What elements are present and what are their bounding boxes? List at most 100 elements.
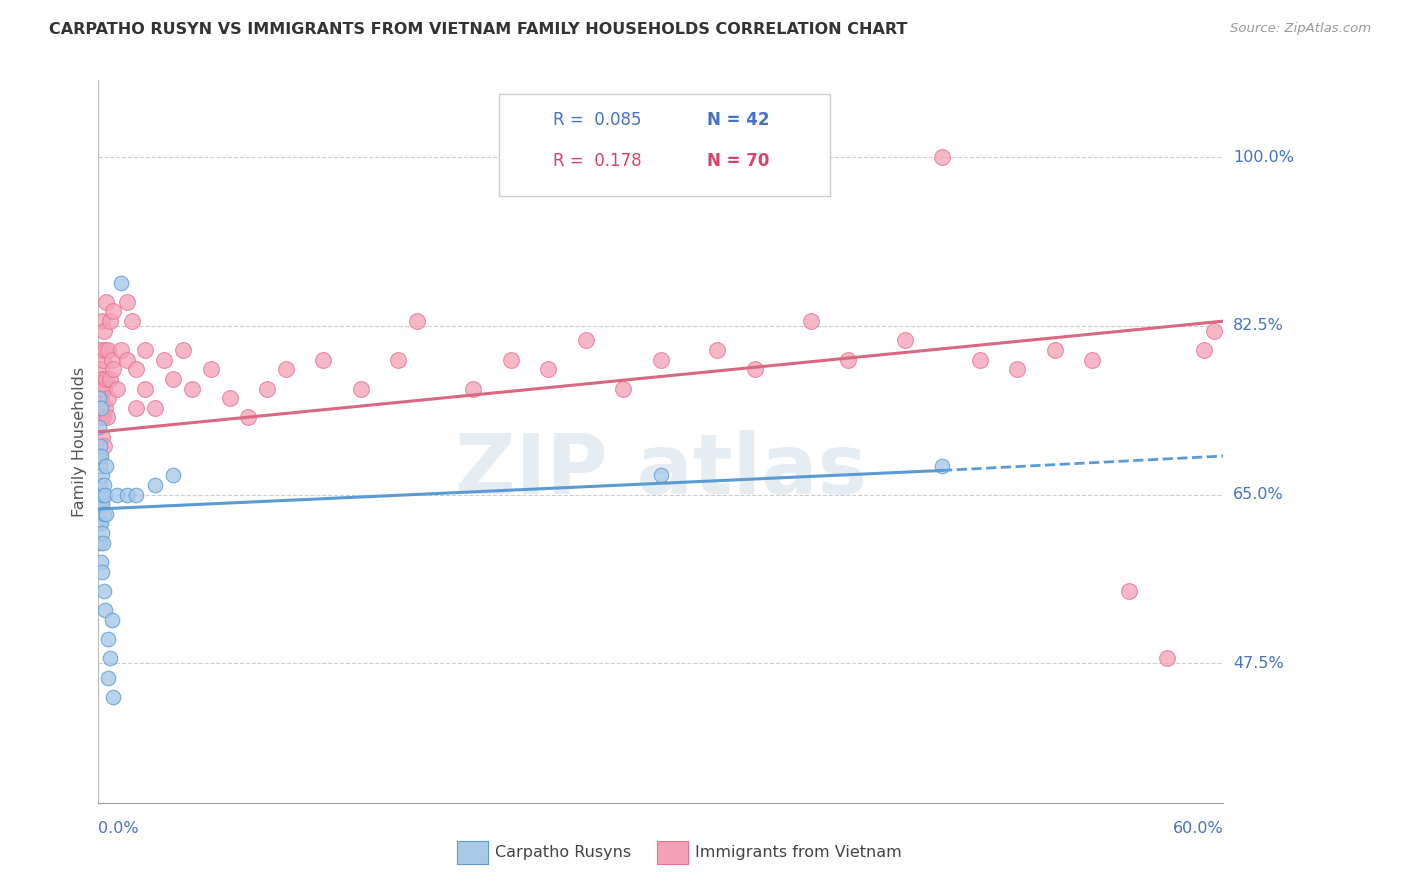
Point xyxy=(90,449,112,463)
Point xyxy=(499,352,522,367)
Point xyxy=(89,497,111,511)
Point xyxy=(90,516,112,531)
Point xyxy=(97,671,120,685)
Point xyxy=(1043,343,1066,357)
Point xyxy=(575,334,598,348)
Text: R =  0.085: R = 0.085 xyxy=(553,112,641,129)
Point xyxy=(969,352,991,367)
Text: Carpatho Rusyns: Carpatho Rusyns xyxy=(495,846,631,860)
Point xyxy=(650,352,672,367)
Point xyxy=(134,382,156,396)
Text: 65.0%: 65.0% xyxy=(1233,487,1284,502)
Point xyxy=(200,362,222,376)
Point xyxy=(143,478,166,492)
Point xyxy=(162,372,184,386)
Point xyxy=(93,382,115,396)
Point xyxy=(1118,583,1140,598)
Point xyxy=(181,382,204,396)
Point xyxy=(89,535,111,549)
Point xyxy=(121,314,143,328)
Point xyxy=(89,487,111,501)
Point xyxy=(89,391,111,405)
Point xyxy=(350,382,373,396)
Point xyxy=(463,382,485,396)
Point xyxy=(125,362,148,376)
Point xyxy=(612,382,634,396)
Point xyxy=(97,632,120,646)
Point xyxy=(91,526,114,541)
Point xyxy=(110,276,132,290)
Point xyxy=(115,487,138,501)
Point xyxy=(115,352,138,367)
Point xyxy=(91,410,114,425)
Point xyxy=(91,497,114,511)
Point xyxy=(90,555,112,569)
Point xyxy=(706,343,728,357)
Point xyxy=(94,401,117,415)
Point xyxy=(115,294,138,309)
Point xyxy=(105,487,128,501)
Text: 0.0%: 0.0% xyxy=(98,822,139,837)
Point xyxy=(103,362,125,376)
Point xyxy=(387,352,409,367)
Point xyxy=(134,343,156,357)
Point xyxy=(90,497,112,511)
Point xyxy=(94,458,117,473)
Point xyxy=(125,487,148,501)
Point xyxy=(90,343,112,357)
Point xyxy=(90,314,112,328)
Point xyxy=(100,613,122,627)
Point xyxy=(90,410,112,425)
Point xyxy=(89,458,111,473)
Point xyxy=(110,343,132,357)
Point xyxy=(1081,352,1104,367)
Point xyxy=(97,391,120,405)
Point xyxy=(89,516,111,531)
Text: 47.5%: 47.5% xyxy=(1233,656,1284,671)
Point xyxy=(89,391,111,405)
Text: 60.0%: 60.0% xyxy=(1173,822,1223,837)
Point xyxy=(100,352,122,367)
Point xyxy=(537,362,560,376)
Point xyxy=(90,401,112,415)
Point xyxy=(650,468,672,483)
Point xyxy=(406,314,429,328)
Point xyxy=(89,478,111,492)
Point xyxy=(256,382,278,396)
Text: Immigrants from Vietnam: Immigrants from Vietnam xyxy=(695,846,901,860)
Point xyxy=(143,401,166,415)
Point xyxy=(94,507,117,521)
Point xyxy=(91,468,114,483)
Point xyxy=(312,352,335,367)
Point xyxy=(125,401,148,415)
Point xyxy=(94,372,117,386)
Text: N = 42: N = 42 xyxy=(707,112,769,129)
Point xyxy=(90,487,112,501)
Point xyxy=(93,507,115,521)
Point xyxy=(90,362,112,376)
Point xyxy=(91,565,114,579)
Point xyxy=(91,382,114,396)
Text: N = 70: N = 70 xyxy=(707,152,769,169)
Point xyxy=(93,478,115,492)
Point xyxy=(837,352,859,367)
Point xyxy=(98,372,121,386)
Point xyxy=(97,343,120,357)
Text: Source: ZipAtlas.com: Source: ZipAtlas.com xyxy=(1230,22,1371,36)
Point xyxy=(931,150,953,164)
Point xyxy=(893,334,915,348)
Text: 100.0%: 100.0% xyxy=(1233,150,1294,165)
Point xyxy=(89,420,111,434)
Point xyxy=(274,362,297,376)
Text: ZIP atlas: ZIP atlas xyxy=(454,430,868,511)
Point xyxy=(94,603,117,617)
Text: CARPATHO RUSYN VS IMMIGRANTS FROM VIETNAM FAMILY HOUSEHOLDS CORRELATION CHART: CARPATHO RUSYN VS IMMIGRANTS FROM VIETNA… xyxy=(49,22,908,37)
Point xyxy=(98,314,121,328)
Point xyxy=(89,449,111,463)
Y-axis label: Family Households: Family Households xyxy=(72,367,87,516)
Point xyxy=(172,343,194,357)
Point xyxy=(1005,362,1028,376)
Point xyxy=(931,458,953,473)
Point xyxy=(103,690,125,704)
Point xyxy=(94,487,117,501)
